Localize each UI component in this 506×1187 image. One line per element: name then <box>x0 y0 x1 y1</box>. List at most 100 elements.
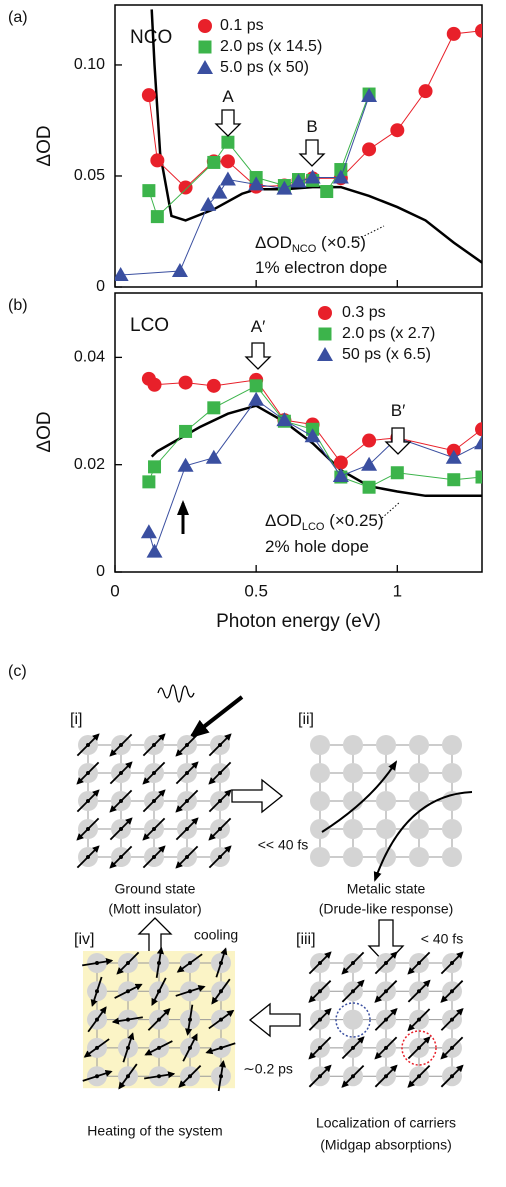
state-tag: [iii] <box>296 931 316 948</box>
spin-center <box>95 1074 99 1079</box>
site <box>409 791 429 811</box>
spin-center <box>157 989 161 994</box>
annotation: A <box>222 87 234 106</box>
spin-center <box>384 1017 388 1022</box>
annotation: B′ <box>391 401 406 420</box>
spin-center <box>185 771 189 775</box>
spin-center <box>185 743 189 747</box>
electron-site <box>401 1030 437 1066</box>
annotation-text: B′ <box>391 401 406 420</box>
marker <box>249 379 263 393</box>
plot-area <box>140 371 482 558</box>
spin-center <box>119 855 123 859</box>
annotation: ΔODLCO (×0.25) <box>265 511 384 532</box>
marker <box>248 391 265 406</box>
x-tick-label: 0 <box>110 581 119 600</box>
marker <box>290 173 307 188</box>
marker <box>205 449 222 464</box>
marker <box>142 184 156 198</box>
spin-center <box>384 989 388 994</box>
site <box>310 819 330 839</box>
spin-center <box>188 961 192 965</box>
marker <box>475 470 482 484</box>
panel-label: (c) <box>8 663 27 680</box>
spin-center <box>318 1017 322 1022</box>
marker <box>304 169 321 184</box>
spin-center <box>417 961 421 965</box>
hollow-arrow <box>137 917 173 953</box>
spin-center <box>157 1045 161 1050</box>
pump-arrow <box>188 695 244 739</box>
y-tick-label: 0.10 <box>74 56 105 73</box>
spin-center <box>218 771 222 775</box>
legend-label: 2.0 ps (x 14.5) <box>220 38 322 55</box>
transition-label: ∼0.2 ps <box>243 1061 293 1077</box>
annotation-text: B <box>306 117 317 136</box>
spin-center <box>219 1017 223 1022</box>
site <box>376 791 396 811</box>
spin-center <box>218 855 222 859</box>
legend-label: 0.1 ps <box>220 17 264 34</box>
marker <box>178 375 193 390</box>
marker <box>206 378 221 393</box>
series-line <box>148 93 370 218</box>
legend-marker <box>198 40 212 54</box>
marker <box>211 184 228 199</box>
site <box>442 763 462 783</box>
hollow-arrow <box>244 342 272 370</box>
sample-label: LCO <box>130 315 169 336</box>
marker <box>141 88 156 103</box>
marker <box>171 263 188 278</box>
spin-center <box>188 1045 192 1050</box>
spin-center <box>86 743 90 747</box>
annotation-text: (×0.25) <box>324 511 383 530</box>
site <box>442 819 462 839</box>
hollow-arrow <box>248 1002 301 1038</box>
marker <box>148 460 162 474</box>
carrier-path <box>321 760 398 833</box>
annotation-subscript: NCO <box>292 243 317 255</box>
x-axis-label: Photon energy (eV) <box>216 611 381 632</box>
spin-center <box>318 1074 322 1079</box>
spin-center <box>126 961 130 965</box>
spin-center <box>417 1017 421 1022</box>
marker <box>276 180 293 195</box>
marker <box>362 433 377 448</box>
spin-center <box>126 1017 130 1022</box>
spin-center <box>318 961 322 965</box>
annotation: ΔODNCO (×0.5) <box>255 233 366 254</box>
spin-center <box>351 989 355 994</box>
marker <box>276 412 293 427</box>
transition-label: << 40 fs <box>258 837 309 853</box>
marker <box>142 475 156 489</box>
lattice <box>82 946 236 1092</box>
marker <box>390 466 404 480</box>
site <box>442 735 462 755</box>
marker <box>320 185 334 199</box>
y-axis-label: ΔOD <box>34 411 55 452</box>
marker <box>362 142 377 157</box>
marker <box>248 176 265 191</box>
spin-center <box>219 1045 223 1050</box>
legend-marker <box>318 306 332 320</box>
spin-center <box>157 1017 161 1022</box>
spin-center <box>185 799 189 803</box>
lattice <box>308 951 464 1088</box>
spin-center <box>86 771 90 775</box>
panel-label: (a) <box>8 9 28 26</box>
y-tick-label: 0.05 <box>74 167 105 184</box>
marker <box>474 435 482 450</box>
spin-center <box>86 827 90 831</box>
marker <box>475 23 482 38</box>
legend-marker <box>197 60 213 74</box>
marker <box>140 524 157 539</box>
state-caption: (Mott insulator) <box>108 901 201 917</box>
x-tick-label: 0.5 <box>244 581 268 600</box>
spin-center <box>95 1045 99 1050</box>
spin-center <box>119 771 123 775</box>
site <box>409 819 429 839</box>
y-axis-label: ΔOD <box>34 125 55 166</box>
legend-marker <box>317 347 333 361</box>
